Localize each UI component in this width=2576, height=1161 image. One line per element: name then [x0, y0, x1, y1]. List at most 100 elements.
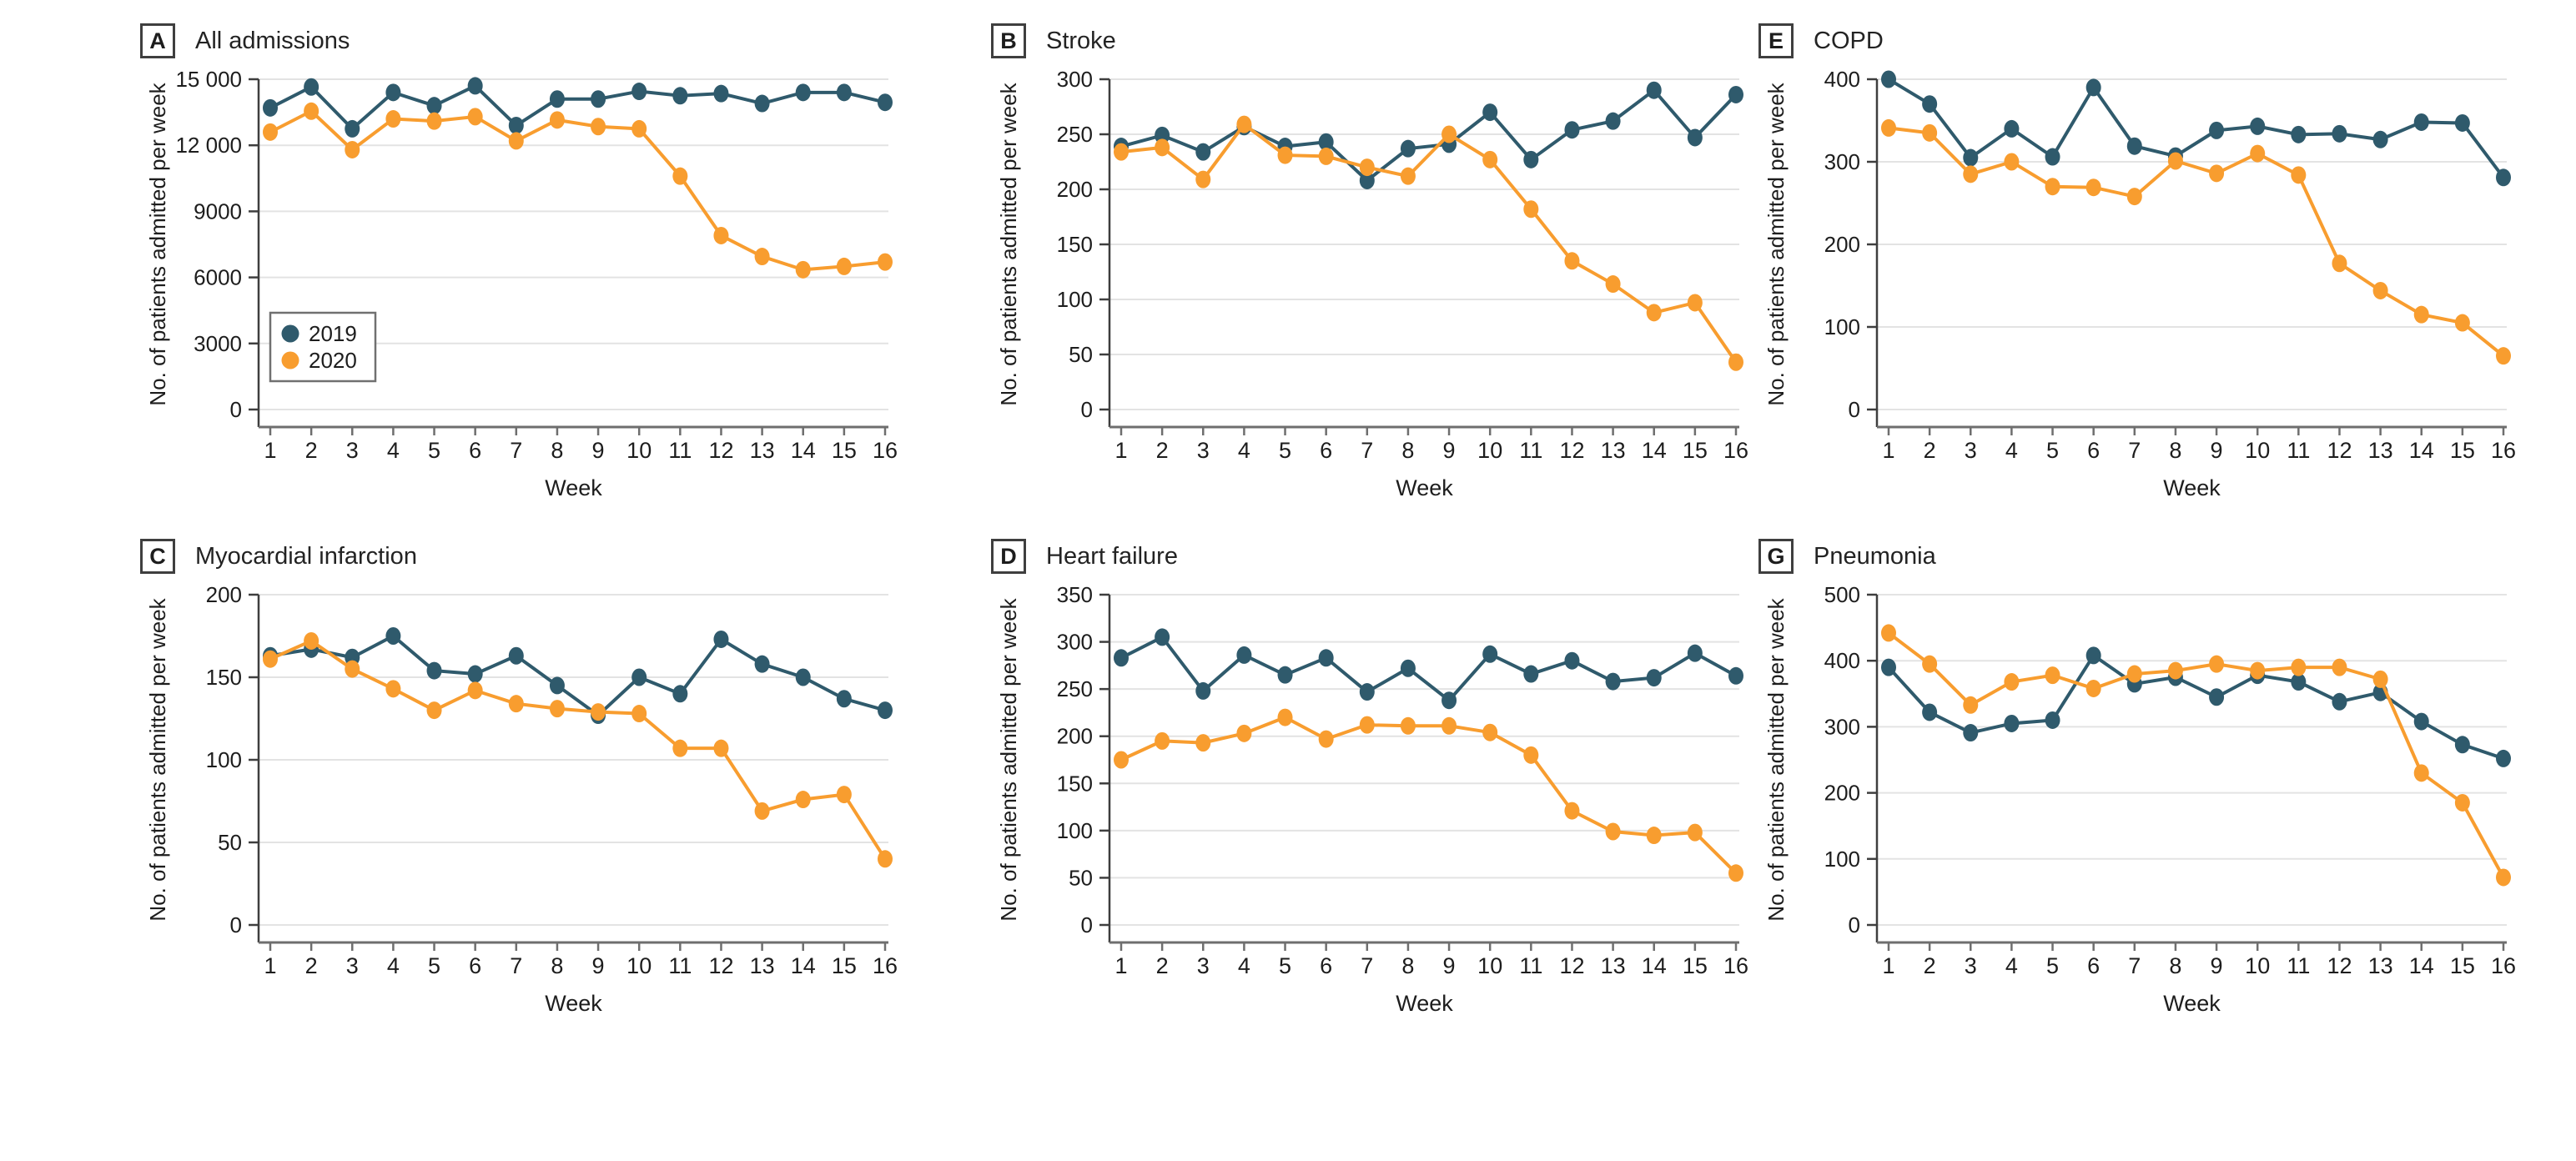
gridlines [1109, 78, 1739, 410]
series-2019-line [1120, 88, 1738, 183]
data-point-2019-week-13 [2372, 130, 2388, 148]
x-tick-label: 7 [2128, 953, 2141, 978]
x-tick-label: 5 [2046, 953, 2059, 978]
data-point-2019-week-11 [2291, 125, 2307, 143]
y-axis-title: No. of patients admitted per week [996, 597, 1021, 921]
data-point-2020-week-13 [1605, 275, 1621, 294]
x-tick-label: 15 [832, 953, 857, 978]
data-point-2020-week-12 [713, 226, 729, 244]
gridlines [1877, 78, 2507, 410]
y-tick-label: 150 [1057, 771, 1093, 796]
data-point-2020-week-12 [1564, 802, 1580, 820]
data-point-2020-week-16 [2496, 347, 2511, 365]
x-tick-label: 5 [428, 438, 440, 463]
x-tick-label: 8 [551, 953, 563, 978]
y-tick-label: 6000 [194, 265, 242, 290]
y-tick-label: 0 [1081, 397, 1093, 422]
y-tick-label: 150 [1057, 232, 1093, 257]
x-tick-label: 11 [2287, 438, 2310, 463]
series-2019 [1881, 646, 2511, 767]
x-tick-label: 8 [551, 438, 563, 463]
x-tick-label: 3 [1197, 953, 1210, 978]
chart-copd: 0 100 200 300 400 No. of patients admitted pe… [1763, 67, 2516, 500]
y-tick-label: 100 [1824, 847, 1860, 872]
y-tick-label: 100 [206, 747, 242, 772]
y-tick-label: 100 [1057, 818, 1093, 843]
series-2019 [263, 627, 893, 725]
panel-letter-badge: B [991, 23, 1026, 58]
panel-title: COPD [1814, 27, 1884, 54]
data-point-2020-week-10 [2250, 661, 2266, 680]
data-point-2019-week-14 [1646, 81, 1662, 99]
x-tick-label: 5 [2046, 438, 2059, 463]
y-tick-label: 50 [1069, 865, 1093, 890]
x-tick-label: 15 [832, 438, 857, 463]
data-point-2019-week-16 [2496, 168, 2511, 187]
x-tick-label: 10 [626, 438, 652, 463]
data-point-2020-week-1 [263, 650, 278, 668]
data-point-2020-week-6 [1318, 147, 1334, 165]
data-point-2020-week-1 [1881, 118, 1896, 137]
data-point-2019-week-5 [2045, 148, 2060, 166]
data-point-2020-week-1 [1114, 143, 1129, 161]
x-tick-label: 4 [387, 953, 400, 978]
data-point-2019-week-14 [2413, 712, 2429, 731]
x-tick-label: 14 [1642, 438, 1667, 463]
x-tick-label: 8 [1401, 953, 1414, 978]
x-tick-label: 13 [1601, 438, 1626, 463]
y-axis-title: No. of patients admitted per week [145, 82, 170, 405]
x-tick-label: 10 [1477, 953, 1502, 978]
data-point-2020-week-7 [508, 695, 524, 713]
data-point-2019-week-16 [878, 93, 893, 112]
data-point-2019-week-4 [2004, 119, 2020, 138]
x-tick-label: 14 [2409, 438, 2434, 463]
data-point-2019-week-5 [1277, 666, 1293, 684]
y-tick-label: 50 [218, 830, 242, 855]
x-tick-label: 1 [1114, 953, 1127, 978]
data-point-2020-week-9 [591, 703, 606, 721]
x-tick-label: 4 [2005, 438, 2018, 463]
y-tick-label: 200 [1824, 781, 1860, 806]
data-point-2019-week-14 [795, 668, 811, 686]
data-point-2019-week-5 [2045, 711, 2060, 729]
panel-pneumonia: G Pneumonia 0 100 200 300 400 500 No. of patie… [1748, 535, 2574, 1048]
x-tick-label: 3 [1965, 438, 1977, 463]
legend-box [269, 311, 377, 383]
data-point-2020-week-12 [713, 739, 729, 757]
data-point-2020-week-13 [1605, 822, 1621, 841]
data-point-2020-week-7 [1359, 158, 1375, 177]
data-point-2019-week-6 [467, 77, 483, 95]
data-point-2020-week-11 [2291, 166, 2307, 184]
x-tick-label: 9 [592, 953, 605, 978]
data-point-2019-week-3 [1963, 148, 1979, 167]
y-tick-label: 350 [1057, 582, 1093, 607]
y-tick-label: 0 [230, 397, 242, 422]
x-tick-label: 1 [264, 438, 276, 463]
x-tick-label: 13 [2368, 953, 2393, 978]
x-tick-label: 3 [1965, 953, 1977, 978]
data-point-2019-week-13 [754, 94, 770, 113]
data-point-2020-week-7 [508, 132, 524, 150]
x-tick-label: 6 [1320, 438, 1332, 463]
x-tick-label: 16 [2491, 438, 2516, 463]
data-point-2020-week-14 [1646, 827, 1662, 845]
x-axis-title: Week [2163, 991, 2221, 1016]
panel-stroke: B Stroke 0 50 100 150 200 250 300 No. of patien… [981, 20, 1807, 533]
chart-pneumonia: 0 100 200 300 400 500 No. of patients admitted… [1763, 582, 2516, 1016]
x-tick-label: 9 [1443, 438, 1456, 463]
data-point-2020-week-6 [467, 108, 483, 126]
y-tick-label: 300 [1057, 67, 1093, 92]
x-tick-label: 5 [1279, 953, 1291, 978]
data-point-2020-week-1 [1881, 624, 1896, 642]
x-axis-title: Week [2163, 475, 2221, 500]
data-point-2020-week-16 [1728, 864, 1743, 882]
data-point-2020-week-15 [2454, 314, 2470, 332]
data-point-2020-week-3 [345, 660, 360, 678]
panel-letter-badge: G [1758, 539, 1794, 574]
series-2020 [1114, 708, 1743, 882]
series-2019-line [1120, 635, 1737, 703]
data-point-2020-week-11 [672, 739, 688, 757]
series-2019-line [1887, 653, 2504, 761]
x-tick-label: 15 [1683, 953, 1708, 978]
